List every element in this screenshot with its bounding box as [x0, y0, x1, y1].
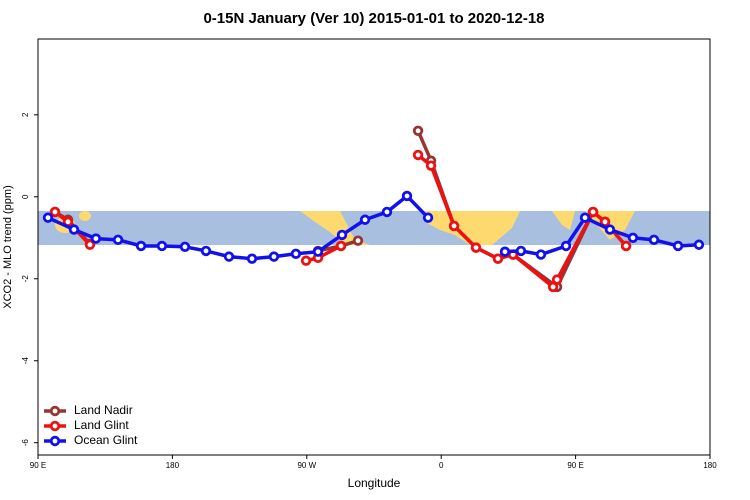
data-point: [135, 240, 147, 252]
data-point: [492, 253, 504, 264]
data-point: [335, 240, 347, 252]
data-point: [223, 251, 235, 262]
y-tick-label: 0: [21, 194, 30, 199]
data-point: [90, 233, 102, 244]
data-point: [359, 214, 371, 225]
x-tick-label: 90 W: [297, 461, 316, 470]
x-tick-label: 90 E: [567, 461, 583, 470]
data-point: [84, 239, 96, 250]
x-tick-label: 90 E: [30, 461, 46, 470]
data-point: [693, 239, 705, 250]
legend-label: Land Glint: [74, 418, 129, 432]
data-point: [499, 246, 511, 257]
data-point: [470, 242, 482, 253]
legend-label: Land Nadir: [74, 403, 133, 417]
data-point: [381, 206, 393, 218]
data-point: [448, 220, 460, 232]
data-point: [246, 253, 258, 264]
data-point: [620, 240, 632, 252]
x-tick-label: 180: [703, 461, 717, 470]
chart-title: 0-15N January (Ver 10) 2015-01-01 to 202…: [203, 10, 544, 27]
data-point: [68, 224, 80, 235]
data-point: [579, 212, 591, 223]
data-point: [112, 234, 124, 246]
land: [552, 211, 575, 230]
data-point: [515, 245, 527, 257]
data-point: [587, 206, 599, 218]
data-point: [547, 281, 559, 293]
land: [79, 211, 91, 221]
data-point: [648, 234, 660, 246]
data-point: [412, 149, 424, 161]
y-tick-label: 2: [21, 112, 30, 117]
data-point: [290, 248, 302, 259]
data-point: [672, 240, 684, 252]
plot-frame: [37, 38, 711, 456]
data-point: [604, 224, 616, 235]
data-point: [627, 232, 639, 243]
y-axis-label: XCO2 - MLO trend (ppm): [2, 185, 14, 308]
legend-marker: [49, 435, 61, 447]
data-point: [312, 246, 324, 257]
data-point: [300, 255, 312, 266]
data-point: [49, 206, 61, 218]
data-point: [560, 240, 572, 252]
x-tick-label: 180: [166, 461, 180, 470]
y-tick-label: -4: [21, 357, 30, 365]
data-point: [336, 229, 348, 241]
land: [422, 211, 520, 245]
data-point: [551, 274, 563, 285]
legend-label: Ocean Glint: [74, 433, 138, 447]
data-point: [535, 249, 547, 260]
y-tick-label: -6: [21, 439, 30, 447]
legend-marker: [49, 420, 61, 432]
land: [300, 211, 370, 245]
x-tick-label: 0: [439, 461, 444, 470]
data-point: [268, 251, 280, 262]
data-point: [422, 212, 434, 223]
data-point: [352, 235, 364, 246]
data-point: [179, 241, 191, 252]
data-point: [425, 160, 437, 171]
data-point: [42, 212, 54, 223]
data-point: [412, 125, 424, 137]
legend-marker: [49, 405, 61, 417]
x-axis-label: Longitude: [348, 476, 401, 490]
data-point: [401, 190, 413, 202]
data-point: [156, 240, 168, 252]
y-tick-label: -2: [21, 275, 30, 283]
data-point: [200, 245, 212, 257]
